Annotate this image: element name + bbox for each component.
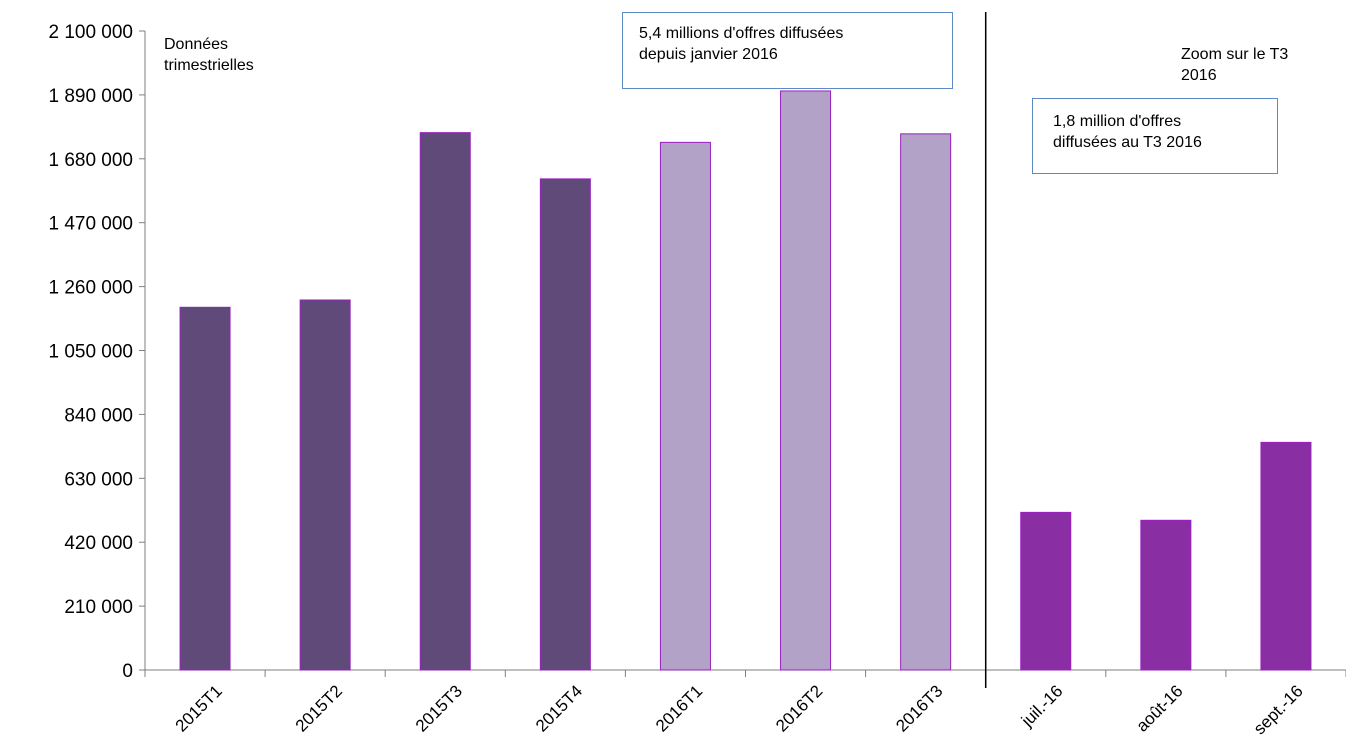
y-tick-label: 1 260 000 <box>48 278 133 299</box>
bar-2016T2 <box>780 90 832 671</box>
y-tick-label: 2 100 000 <box>48 22 133 43</box>
total-offers-box: 5,4 millions d'offres diffusées depuis j… <box>622 12 953 89</box>
x-tick-label: 2015T1 <box>172 681 226 735</box>
y-tick-label: 1 890 000 <box>48 86 133 107</box>
y-tick-label: 1 470 000 <box>48 214 133 235</box>
total-offers-box-line-2: depuis janvier 2016 <box>639 46 778 63</box>
y-tick-label: 420 000 <box>64 533 133 554</box>
bar-2015T1 <box>179 306 231 671</box>
y-tick-label: 1 680 000 <box>48 150 133 171</box>
x-tick-label: 2016T3 <box>892 681 946 735</box>
x-tick-label: 2015T2 <box>292 681 346 735</box>
bar-août-16 <box>1140 519 1192 671</box>
zoom-t3-label: Zoom sur le T3 2016 <box>1181 44 1288 86</box>
quarterly-data-label-line-2: trimestrielles <box>164 57 254 74</box>
bar-2016T1 <box>659 141 711 671</box>
x-tick-label: 2015T4 <box>532 681 586 735</box>
zoom-t3-label-line-2: 2016 <box>1181 67 1217 84</box>
quarter-offers-box: 1,8 million d'offres diffusées au T3 201… <box>1032 98 1278 174</box>
bar-2015T4 <box>539 178 591 671</box>
quarterly-data-label: Données trimestrielles <box>164 34 254 76</box>
bars-group <box>179 90 1312 671</box>
total-offers-box-line-1: 5,4 millions d'offres diffusées <box>639 25 844 42</box>
x-tick-label: août-16 <box>1132 681 1186 735</box>
y-tick-label: 210 000 <box>64 597 133 618</box>
zoom-t3-label-line-1: Zoom sur le T3 <box>1181 46 1289 63</box>
y-tick-label: 630 000 <box>64 469 133 490</box>
y-tick-label: 840 000 <box>64 405 133 426</box>
bar-2015T3 <box>419 132 471 671</box>
quarter-offers-box-line-1: 1,8 million d'offres <box>1053 113 1182 130</box>
x-tick-label: sept.-16 <box>1250 681 1307 738</box>
x-tick-label: juil.-16 <box>1017 681 1067 731</box>
x-axis: 2015T1 2015T2 2015T3 2015T4 2016T1 2016T2 2016… <box>144 669 1346 738</box>
y-tick-label: 1 050 000 <box>48 342 133 363</box>
x-tick-label: 2016T1 <box>652 681 706 735</box>
x-tick-label: 2015T3 <box>412 681 466 735</box>
bar-2015T2 <box>299 299 351 671</box>
x-tick-label: 2016T2 <box>772 681 826 735</box>
y-tick-label: 0 <box>122 661 133 682</box>
bar-2016T3 <box>900 133 952 671</box>
bar-sept.-16 <box>1260 441 1312 671</box>
quarterly-data-label-line-1: Données <box>164 36 229 53</box>
y-axis: 0 210 000 420 000 630 000 840 000 1 050 000 1 … <box>48 22 146 682</box>
bar-juil.-16 <box>1020 511 1072 671</box>
quarter-offers-box-line-2: diffusées au T3 2016 <box>1053 134 1202 151</box>
